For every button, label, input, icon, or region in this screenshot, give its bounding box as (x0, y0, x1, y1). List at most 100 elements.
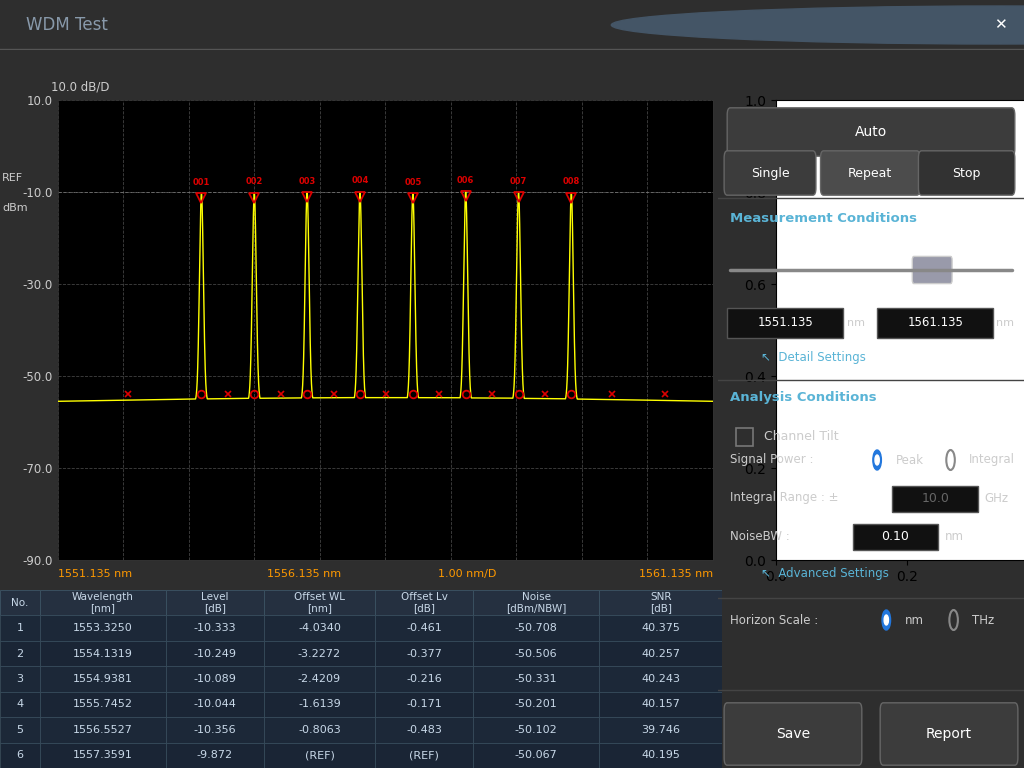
Bar (40, 692, 166, 717)
Bar (853, 524, 938, 550)
Text: ↖  Detail Settings: ↖ Detail Settings (761, 352, 865, 365)
Text: Auto: Auto (855, 125, 887, 139)
FancyBboxPatch shape (919, 151, 1015, 195)
Circle shape (884, 615, 889, 625)
Bar (166, 743, 263, 768)
Text: Wavelength
[nm]: Wavelength [nm] (72, 592, 134, 614)
Bar (599, 615, 722, 641)
Bar (263, 743, 376, 768)
Text: Horizon Scale :: Horizon Scale : (730, 614, 818, 627)
Circle shape (882, 610, 891, 630)
Bar (599, 692, 722, 717)
Text: ↖  Advanced Settings: ↖ Advanced Settings (761, 568, 889, 581)
Bar (376, 641, 473, 667)
Text: -10.249: -10.249 (194, 648, 237, 659)
Text: -0.216: -0.216 (407, 674, 442, 684)
Text: 002: 002 (246, 177, 263, 187)
Text: 005: 005 (404, 177, 422, 187)
Text: -9.872: -9.872 (197, 750, 232, 760)
Text: nm: nm (944, 529, 964, 542)
Text: Integral: Integral (969, 453, 1015, 466)
Text: 007: 007 (510, 177, 527, 186)
Text: -10.333: -10.333 (194, 623, 237, 633)
Bar (166, 692, 263, 717)
Bar (376, 615, 473, 641)
Text: 40.257: 40.257 (641, 648, 680, 659)
Text: 004: 004 (351, 177, 369, 185)
Text: GHz: GHz (984, 492, 1009, 505)
Bar (376, 692, 473, 717)
Text: 10.0: 10.0 (922, 492, 949, 505)
Text: (REF): (REF) (304, 750, 335, 760)
Text: Channel Tilt: Channel Tilt (764, 431, 839, 443)
Text: 001: 001 (193, 177, 210, 187)
Text: dBm: dBm (2, 203, 28, 213)
Text: 1555.7452: 1555.7452 (73, 700, 133, 710)
Bar (473, 590, 599, 615)
Bar (0, 692, 40, 717)
Bar (40, 667, 166, 692)
Text: Report: Report (926, 727, 972, 741)
Bar (376, 667, 473, 692)
Bar (473, 717, 599, 743)
Bar (263, 590, 376, 615)
Text: -10.356: -10.356 (194, 725, 237, 735)
Bar (473, 692, 599, 717)
Text: -50.201: -50.201 (515, 700, 557, 710)
Text: 40.375: 40.375 (641, 623, 680, 633)
FancyBboxPatch shape (912, 257, 952, 283)
Text: Offset Lv
[dB]: Offset Lv [dB] (400, 592, 447, 614)
Text: -1.6139: -1.6139 (298, 700, 341, 710)
Text: Analysis Conditions: Analysis Conditions (730, 392, 877, 405)
Text: (REF): (REF) (410, 750, 439, 760)
Bar (599, 641, 722, 667)
Bar (0, 717, 40, 743)
Text: -0.483: -0.483 (407, 725, 442, 735)
Text: 1561.135: 1561.135 (907, 316, 964, 329)
Bar (40, 717, 166, 743)
Bar (40, 590, 166, 615)
Bar (263, 717, 376, 743)
Text: nm: nm (847, 318, 864, 328)
Bar (376, 717, 473, 743)
Text: WDM Test: WDM Test (26, 16, 108, 34)
Bar (0, 590, 40, 615)
Text: Measurement Conditions: Measurement Conditions (730, 211, 918, 224)
Text: Single: Single (751, 167, 790, 180)
Bar (722, 634, 729, 661)
Text: 40.195: 40.195 (641, 750, 680, 760)
Text: Noise
[dBm/NBW]: Noise [dBm/NBW] (506, 592, 566, 614)
Bar (263, 692, 376, 717)
Text: Integral Range : ±: Integral Range : ± (730, 492, 839, 505)
Text: -0.171: -0.171 (407, 700, 442, 710)
Text: Save: Save (776, 727, 810, 741)
Bar (736, 428, 754, 446)
Bar (722, 590, 729, 768)
Text: nm: nm (904, 614, 924, 627)
Text: SNR
[dB]: SNR [dB] (649, 592, 672, 614)
Bar (599, 743, 722, 768)
Bar (166, 641, 263, 667)
Text: 1553.3250: 1553.3250 (73, 623, 133, 633)
Text: -50.331: -50.331 (515, 674, 557, 684)
Bar (166, 717, 263, 743)
Bar (40, 615, 166, 641)
Text: 1556.5527: 1556.5527 (73, 725, 133, 735)
Circle shape (874, 455, 880, 465)
Bar (263, 615, 376, 641)
Text: 0.10: 0.10 (882, 529, 909, 542)
Text: Signal Power :: Signal Power : (730, 453, 814, 466)
Text: 3: 3 (16, 674, 24, 684)
Text: -50.506: -50.506 (515, 648, 557, 659)
Text: Repeat: Repeat (848, 167, 892, 180)
Text: 1551.135: 1551.135 (758, 316, 813, 329)
Circle shape (872, 450, 882, 470)
Bar (473, 743, 599, 768)
Circle shape (611, 6, 1024, 44)
Text: Peak: Peak (895, 453, 924, 466)
Bar (0, 641, 40, 667)
Text: 1554.9381: 1554.9381 (73, 674, 133, 684)
Bar (40, 743, 166, 768)
Bar (878, 308, 993, 338)
Text: 1551.135 nm: 1551.135 nm (58, 569, 132, 579)
